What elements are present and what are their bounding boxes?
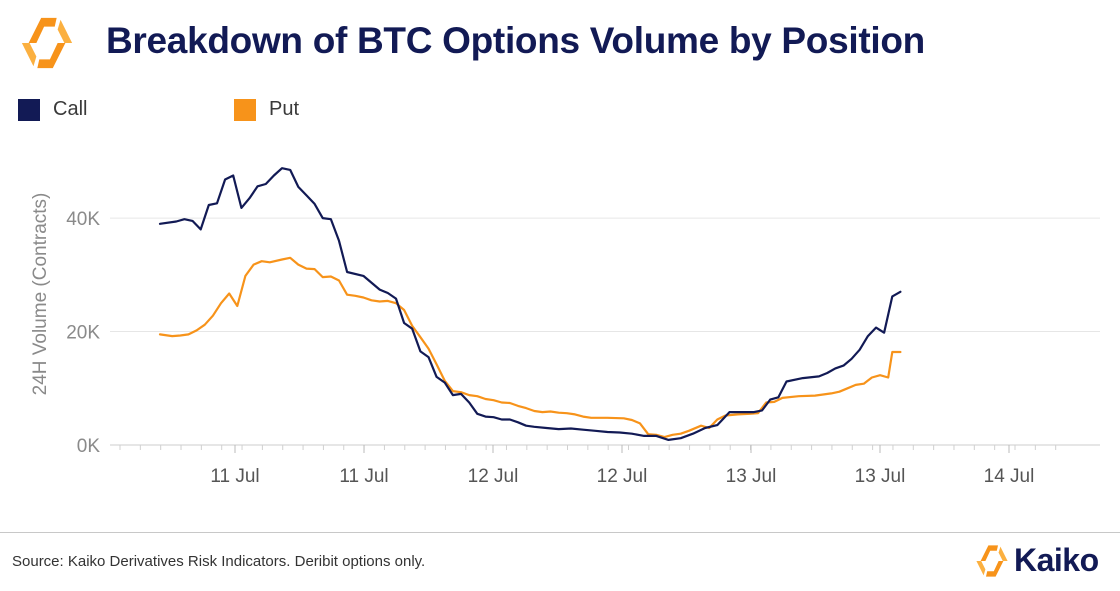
kaiko-logo-icon: [21, 17, 73, 69]
legend-swatch-put: [234, 98, 256, 121]
line-chart: 0K 20K 40K 11 Jul 11 Jul 12 Jul 12 Jul 13 Jul 13…: [30, 167, 1100, 487]
series-layer: [158, 167, 902, 441]
series-line-put: [158, 256, 902, 439]
chart-title: Breakdown of BTC Options Volume by Posit…: [106, 20, 925, 61]
x-tick-label: 13 Jul: [726, 466, 777, 487]
x-tick-label: 11 Jul: [210, 466, 259, 487]
x-tick-label: 12 Jul: [468, 466, 519, 487]
legend-item-call[interactable]: Call: [18, 98, 87, 121]
legend-item-put[interactable]: Put: [234, 98, 299, 121]
y-tick-label: 0K: [77, 436, 101, 457]
brand-mark: Kaiko: [974, 542, 1099, 579]
legend-label-call: Call: [53, 98, 88, 120]
footer-divider: [0, 532, 1120, 533]
axes: 0K 20K 40K 11 Jul 11 Jul 12 Jul 12 Jul 13 Jul 13…: [66, 209, 1100, 487]
brand-name: Kaiko: [1014, 542, 1099, 578]
y-tick-label: 20K: [66, 323, 100, 344]
y-axis-label: 24H Volume (Contracts): [30, 193, 51, 396]
source-note: Source: Kaiko Derivatives Risk Indicator…: [12, 553, 426, 570]
x-tick-label: 12 Jul: [597, 466, 648, 487]
grid-lines: [110, 217, 1100, 446]
chart-legend: Call Put: [0, 98, 600, 128]
y-tick-label: 40K: [66, 209, 100, 230]
legend-swatch-call: [18, 98, 40, 121]
x-tick-label: 11 Jul: [339, 466, 388, 487]
x-tick-label: 13 Jul: [855, 466, 906, 487]
legend-label-put: Put: [269, 98, 300, 120]
x-tick-label: 14 Jul: [984, 466, 1035, 487]
series-line-call: [158, 167, 902, 441]
kaiko-logo-shape: [21, 17, 73, 69]
kaiko-logo-small-icon: [976, 544, 1008, 577]
